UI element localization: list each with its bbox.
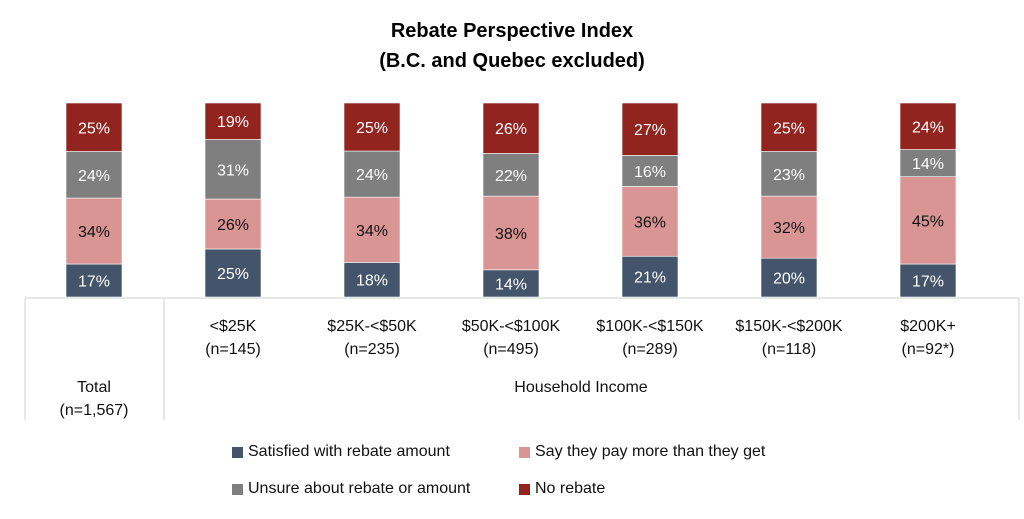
bar-segment-unsure-about-rebate-or-amount-25k xyxy=(204,139,262,200)
data-label: 14% xyxy=(912,156,944,173)
data-label: 25% xyxy=(217,266,249,283)
category-sample-size: (n=92*) xyxy=(902,341,955,358)
legend-item-say-they-pay-more-than-they-get: Say they pay more than they get xyxy=(519,443,765,461)
legend-label: Unsure about rebate or amount xyxy=(248,480,471,497)
legend-swatch xyxy=(519,446,530,458)
bar-segment-satisfied-with-rebate-amount-150k-200k xyxy=(760,257,818,298)
legend-item-no-rebate: No rebate xyxy=(519,480,605,498)
category-sample-size: (n=145) xyxy=(205,341,261,358)
category-label: $100K-<$150K xyxy=(596,318,704,335)
bar-segment-no-rebate-25k xyxy=(204,102,262,140)
bar-segment-satisfied-with-rebate-amount-100k-150k xyxy=(621,255,679,298)
data-label: 31% xyxy=(217,162,249,179)
category-sample-size: (n=289) xyxy=(622,341,678,358)
bar-segment-satisfied-with-rebate-amount-200k xyxy=(899,263,957,298)
bar-segment-no-rebate-150k-200k xyxy=(760,102,818,152)
bar-segment-unsure-about-rebate-or-amount-50k-100k xyxy=(482,153,540,197)
bar-segment-satisfied-with-rebate-amount-total xyxy=(65,263,123,298)
data-label: 27% xyxy=(634,122,666,139)
data-label: 24% xyxy=(912,119,944,136)
data-label: 17% xyxy=(78,274,110,291)
data-label: 34% xyxy=(356,223,388,240)
legend-label: Satisfied with rebate amount xyxy=(248,443,450,460)
data-label: 34% xyxy=(78,224,110,241)
data-label: 45% xyxy=(912,213,944,230)
bars-group: 17% 34% 24% 25% 25% 26% 31% 19% 18% 34% 24% 25% 14% 3… xyxy=(65,102,957,298)
bar-segment-no-rebate-50k-100k xyxy=(482,102,540,154)
bar-segment-unsure-about-rebate-or-amount-100k-150k xyxy=(621,155,679,187)
data-label: 23% xyxy=(773,167,805,184)
legend-swatch xyxy=(232,483,243,495)
category-label: Total xyxy=(77,379,111,396)
data-label: 17% xyxy=(912,274,944,291)
legend-swatch xyxy=(519,483,530,495)
data-label: 19% xyxy=(217,114,249,131)
chart-title: Rebate Perspective Index xyxy=(390,20,634,42)
data-label: 14% xyxy=(495,276,527,293)
bar-segment-unsure-about-rebate-or-amount-total xyxy=(65,151,123,199)
legend-item-unsure-about-rebate-or-amount: Unsure about rebate or amount xyxy=(232,480,470,498)
legend-item-satisfied-with-rebate-amount: Satisfied with rebate amount xyxy=(232,443,450,461)
bar-segment-satisfied-with-rebate-amount-50k-100k xyxy=(482,269,540,298)
bar-segment-no-rebate-25k-50k xyxy=(343,102,401,152)
legend-label: No rebate xyxy=(535,480,606,497)
bar-segment-no-rebate-total xyxy=(65,102,123,152)
category-sample-size: (n=1,567) xyxy=(60,402,129,419)
chart-subtitle: (B.C. and Quebec excluded) xyxy=(379,50,645,72)
bar-segment-unsure-about-rebate-or-amount-150k-200k xyxy=(760,151,818,197)
data-label: 36% xyxy=(634,214,666,231)
data-label: 21% xyxy=(634,270,666,287)
bar-segment-satisfied-with-rebate-amount-25k-50k xyxy=(343,262,401,298)
bar-segment-say-they-pay-more-than-they-get-50k-100k xyxy=(482,195,540,271)
bar-segment-say-they-pay-more-than-they-get-200k xyxy=(899,176,957,265)
data-label: 25% xyxy=(773,120,805,137)
bar-segment-say-they-pay-more-than-they-get-total xyxy=(65,197,123,265)
bar-segment-say-they-pay-more-than-they-get-150k-200k xyxy=(760,195,818,259)
data-label: 20% xyxy=(773,271,805,288)
data-label: 25% xyxy=(356,120,388,137)
category-sample-size: (n=235) xyxy=(344,341,400,358)
category-label: $150K-<$200K xyxy=(735,318,843,335)
category-label: <$25K xyxy=(210,318,257,335)
data-label: 16% xyxy=(634,164,666,181)
bar-segment-no-rebate-200k xyxy=(899,102,957,150)
axis-frame xyxy=(24,297,1020,420)
data-label: 24% xyxy=(78,168,110,185)
category-sample-size: (n=118) xyxy=(762,341,816,358)
group-label-household-income: Household Income xyxy=(514,379,648,396)
category-label: $25K-<$50K xyxy=(327,318,417,335)
legend-label: Say they pay more than they get xyxy=(535,443,766,460)
bar-segment-no-rebate-100k-150k xyxy=(621,102,679,156)
data-label: 25% xyxy=(78,120,110,137)
data-label: 26% xyxy=(217,217,249,234)
data-label: 32% xyxy=(773,220,805,237)
category-label: $50K-<$100K xyxy=(462,318,561,335)
bar-segment-unsure-about-rebate-or-amount-200k xyxy=(899,149,957,178)
data-label: 38% xyxy=(495,226,527,243)
category-sample-size: (n=495) xyxy=(483,341,539,358)
category-label: $200K+ xyxy=(900,318,956,335)
bar-segment-say-they-pay-more-than-they-get-25k-50k xyxy=(343,196,401,263)
bar-segment-say-they-pay-more-than-they-get-100k-150k xyxy=(621,186,679,257)
data-label: 18% xyxy=(356,273,388,290)
data-label: 26% xyxy=(495,121,527,138)
data-label: 24% xyxy=(356,167,388,184)
data-label: 22% xyxy=(495,168,527,185)
legend-swatch xyxy=(232,446,243,458)
category-labels: Total (n=1,567) <$25K (n=145) $25K-<$50K (n=2… xyxy=(60,318,956,419)
